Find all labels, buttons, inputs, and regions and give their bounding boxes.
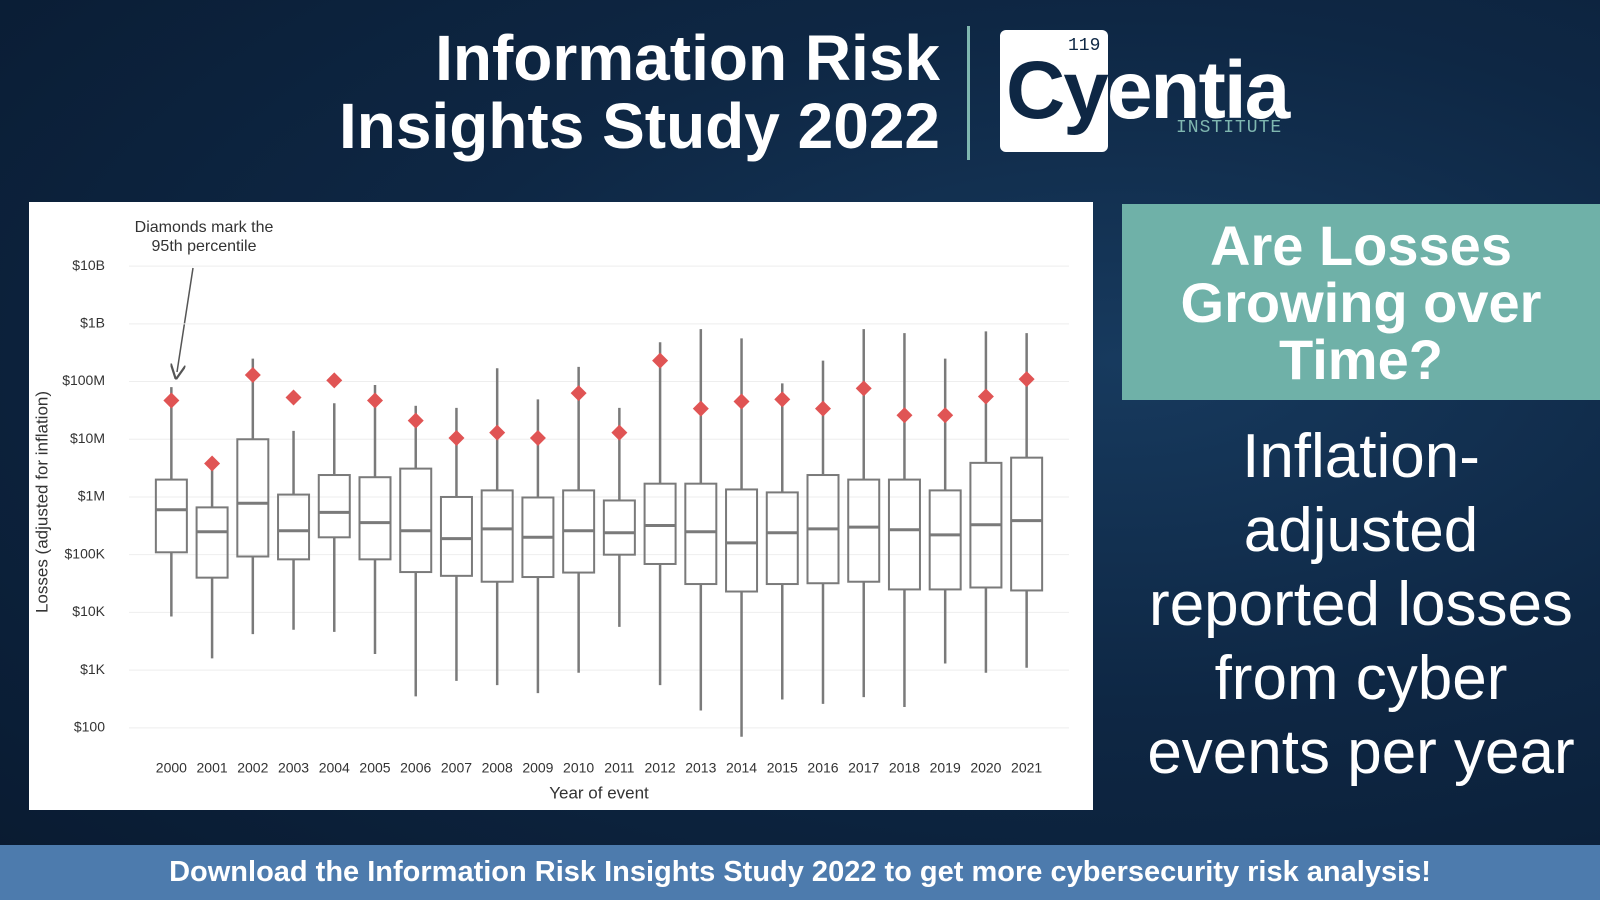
- x-tick-label: 2001: [197, 760, 228, 776]
- question: Are Losses Growing over Time?: [1122, 204, 1600, 400]
- y-tick-label: $10M: [70, 430, 105, 446]
- box: [195, 506, 229, 579]
- p95-marker: [652, 352, 669, 369]
- p95-marker: [855, 380, 872, 397]
- logo-name-end: entia: [1106, 45, 1290, 136]
- logo-subtitle: INSTITUTE: [1176, 118, 1283, 138]
- y-tick-label: $1B: [80, 315, 105, 331]
- logo-name: Cyentia: [1006, 44, 1290, 138]
- x-tick-label: 2008: [482, 760, 513, 776]
- x-tick-label: 2014: [726, 760, 757, 776]
- p95-marker: [896, 407, 913, 424]
- x-axis-title: Year of event: [549, 783, 649, 802]
- p95-marker: [815, 400, 831, 417]
- x-tick-label: 2005: [359, 760, 390, 776]
- box: [765, 491, 799, 586]
- divider: [967, 26, 970, 160]
- annotation: 95th percentile: [152, 238, 257, 255]
- p95-marker: [937, 407, 954, 424]
- x-tick-label: 2015: [767, 760, 798, 776]
- title-line: Information Risk: [435, 22, 940, 94]
- box: [928, 489, 962, 591]
- x-tick-label: 2018: [889, 760, 920, 776]
- footer-banner[interactable]: Download the Information Risk Insights S…: [0, 845, 1600, 900]
- x-tick-label: 2007: [441, 760, 472, 776]
- logo-number: 119: [1068, 36, 1101, 56]
- p95-marker: [489, 424, 506, 441]
- title-line: Insights Study 2022: [338, 90, 940, 162]
- p95-marker: [977, 388, 994, 405]
- y-tick-label: $1M: [78, 488, 105, 504]
- p95-marker: [1018, 371, 1035, 388]
- box: [358, 476, 392, 561]
- logo-name-start: Cy: [1006, 45, 1109, 136]
- annotation-arrow: [177, 267, 194, 372]
- title: Information Risk Insights Study 2022: [339, 24, 940, 160]
- p95-marker: [733, 393, 750, 410]
- logo-box: [1000, 30, 1108, 152]
- p95-marker: [367, 392, 383, 409]
- y-tick-label: $100: [74, 719, 105, 735]
- box: [439, 495, 473, 577]
- x-tick-label: 2013: [685, 760, 716, 776]
- p95-marker: [448, 430, 465, 447]
- description: Inflation-adjusted reported losses from …: [1147, 422, 1575, 787]
- box: [847, 478, 881, 583]
- box: [1010, 456, 1044, 592]
- p95-marker: [326, 372, 343, 389]
- p95-marker: [244, 366, 261, 383]
- box: [643, 482, 677, 565]
- x-tick-label: 2021: [1011, 760, 1042, 776]
- x-tick-label: 2010: [563, 760, 594, 776]
- p95-marker: [529, 430, 546, 447]
- x-tick-label: 2019: [930, 760, 961, 776]
- y-axis-title: Losses (adjusted for inflation): [32, 391, 51, 613]
- x-tick-label: 2017: [848, 760, 879, 776]
- x-tick-label: 2012: [645, 760, 676, 776]
- p95-marker: [774, 391, 791, 408]
- chart: Losses (adjusted for inflation) Year of …: [32, 219, 1069, 802]
- p95-marker: [407, 412, 424, 429]
- x-tick-label: 2003: [278, 760, 309, 776]
- x-tick-label: 2020: [970, 760, 1001, 776]
- p95-marker: [163, 392, 180, 409]
- y-tick-label: $1K: [80, 661, 106, 677]
- x-tick-label: 2006: [400, 760, 431, 776]
- chart-panel: Losses (adjusted for inflation) Year of …: [29, 202, 1093, 810]
- x-tick-label: 2016: [807, 760, 838, 776]
- box: [684, 482, 718, 586]
- annotation: Diamonds mark the: [135, 219, 274, 236]
- p95-marker: [570, 385, 587, 402]
- y-tick-label: $100K: [65, 545, 106, 561]
- x-tick-label: 2011: [604, 760, 634, 776]
- x-tick-label: 2004: [319, 760, 350, 776]
- x-tick-label: 2009: [522, 760, 553, 776]
- y-tick-label: $100M: [62, 372, 105, 388]
- box: [277, 493, 311, 561]
- box: [399, 467, 433, 574]
- box: [602, 499, 636, 556]
- y-tick-label: $10B: [72, 257, 105, 273]
- p95-marker: [692, 400, 709, 417]
- y-tick-label: $10K: [72, 603, 105, 619]
- box: [154, 478, 188, 554]
- p95-marker: [204, 455, 221, 472]
- box: [236, 438, 270, 558]
- x-tick-label: 2000: [156, 760, 187, 776]
- box: [480, 489, 514, 583]
- box: [317, 474, 351, 539]
- p95-marker: [611, 424, 628, 441]
- box: [725, 488, 759, 593]
- p95-marker: [285, 389, 302, 406]
- box: [887, 478, 921, 591]
- x-tick-label: 2002: [237, 760, 268, 776]
